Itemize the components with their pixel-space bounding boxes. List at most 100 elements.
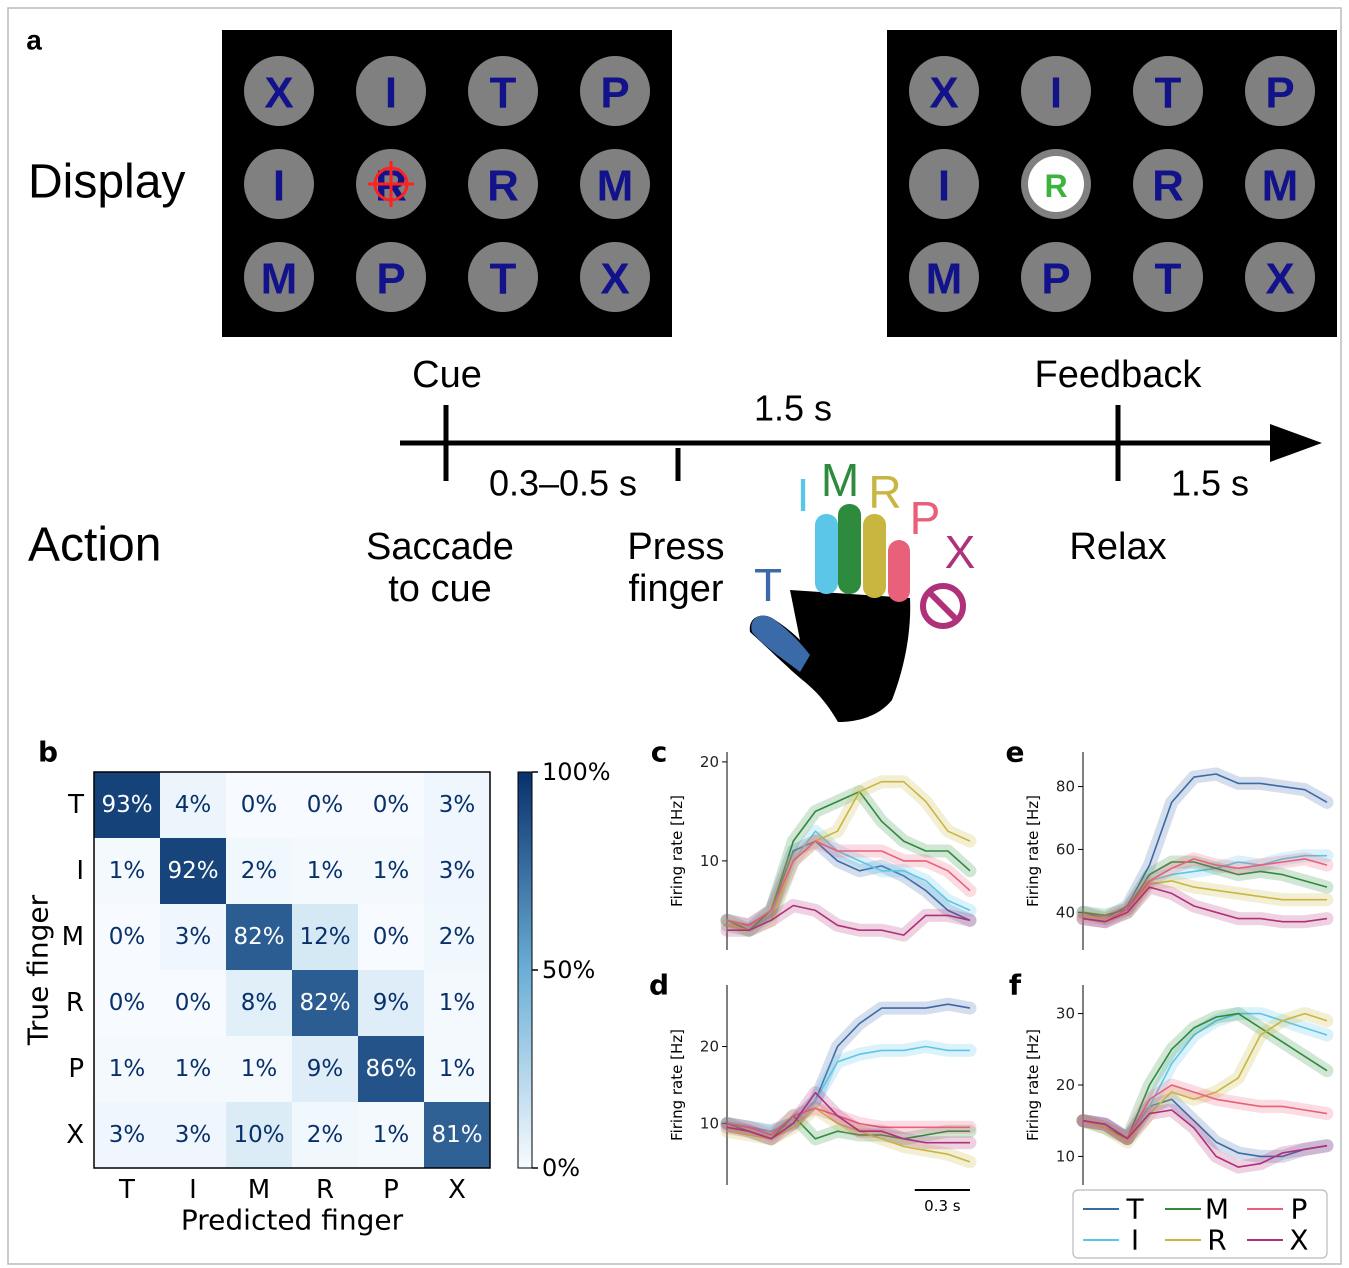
target-letter: X bbox=[1265, 255, 1294, 304]
finger-letter: T bbox=[754, 559, 782, 611]
legend-label: X bbox=[1289, 1224, 1308, 1257]
legend-label: T bbox=[1125, 1193, 1144, 1226]
target-letter: I bbox=[938, 162, 950, 211]
scale-bar-label: 0.3 s bbox=[924, 1197, 961, 1215]
row-label: Action bbox=[28, 519, 161, 572]
y-axis-label: Firing rate [Hz] bbox=[668, 1029, 686, 1141]
cell-label: 0% bbox=[307, 792, 344, 818]
cell-label: 0% bbox=[109, 924, 146, 950]
cell-label: 0% bbox=[175, 990, 212, 1016]
target-letter: T bbox=[490, 69, 517, 118]
cell-label: 86% bbox=[365, 1056, 416, 1082]
colorbar-tick-label: 50% bbox=[542, 956, 595, 984]
target-letter: R bbox=[487, 162, 519, 211]
target-letter: M bbox=[1262, 162, 1299, 211]
duration-label: 1.5 s bbox=[1171, 463, 1249, 504]
target-letter: T bbox=[1155, 255, 1182, 304]
legend-label: I bbox=[1131, 1224, 1139, 1257]
action-label: Press bbox=[627, 526, 724, 568]
cell-label: 0% bbox=[109, 990, 146, 1016]
finger-letter: I bbox=[797, 469, 810, 521]
target-letter: I bbox=[385, 69, 397, 118]
target-letter: R bbox=[1044, 168, 1067, 204]
y-tick-label: R bbox=[66, 988, 84, 1018]
event-label: Feedback bbox=[1035, 354, 1203, 396]
cell-label: 2% bbox=[241, 858, 278, 884]
cell-label: 1% bbox=[109, 1056, 146, 1082]
target-letter: P bbox=[1265, 69, 1294, 118]
cell-label: 3% bbox=[439, 792, 476, 818]
legend-label: R bbox=[1207, 1224, 1226, 1257]
panel-label: b bbox=[38, 736, 58, 769]
cell-label: 0% bbox=[373, 924, 410, 950]
cell-label: 1% bbox=[373, 858, 410, 884]
panel-label: f bbox=[1009, 969, 1022, 1002]
target-letter: X bbox=[264, 69, 293, 118]
cell-label: 1% bbox=[241, 1056, 278, 1082]
y-tick-label: X bbox=[66, 1120, 84, 1150]
target-letter: M bbox=[261, 255, 298, 304]
target-letter: X bbox=[600, 255, 629, 304]
y-tick-label: I bbox=[76, 856, 84, 886]
cell-label: 2% bbox=[307, 1122, 344, 1148]
action-label: Saccade bbox=[366, 526, 514, 568]
cell-label: 0% bbox=[373, 792, 410, 818]
y-tick-label: 20 bbox=[1056, 1076, 1075, 1094]
duration-label: 0.3–0.5 s bbox=[489, 463, 637, 504]
row-label: Display bbox=[28, 156, 185, 209]
x-tick-label: X bbox=[448, 1175, 466, 1205]
y-tick-label: 80 bbox=[1056, 778, 1075, 796]
cell-label: 2% bbox=[439, 924, 476, 950]
cell-label: 93% bbox=[101, 792, 152, 818]
x-axis-label: Predicted finger bbox=[181, 1204, 404, 1237]
action-label: Relax bbox=[1069, 526, 1166, 568]
x-tick-label: M bbox=[248, 1175, 270, 1205]
cell-label: 1% bbox=[109, 858, 146, 884]
cell-label: 10% bbox=[233, 1122, 284, 1148]
cell-label: 3% bbox=[175, 1122, 212, 1148]
target-letter: P bbox=[600, 69, 629, 118]
cell-label: 3% bbox=[109, 1122, 146, 1148]
target-letter: M bbox=[926, 255, 963, 304]
y-tick-label: 10 bbox=[700, 852, 719, 870]
x-tick-label: I bbox=[189, 1175, 197, 1205]
y-tick-label: M bbox=[62, 922, 84, 952]
colorbar-tick-label: 100% bbox=[542, 758, 611, 786]
colorbar-tick-label: 0% bbox=[542, 1154, 580, 1182]
x-tick-label: P bbox=[383, 1175, 399, 1205]
target-letter: X bbox=[929, 69, 958, 118]
y-axis-label: Firing rate [Hz] bbox=[668, 795, 686, 907]
target-letter: R bbox=[1152, 162, 1184, 211]
y-tick-label: 30 bbox=[1056, 1005, 1075, 1023]
target-letter: P bbox=[1041, 255, 1070, 304]
cell-label: 1% bbox=[307, 858, 344, 884]
middle-finger bbox=[838, 504, 861, 594]
cell-label: 3% bbox=[439, 858, 476, 884]
target-letter: I bbox=[273, 162, 285, 211]
y-tick-label: 20 bbox=[700, 753, 719, 771]
cell-label: 81% bbox=[431, 1122, 482, 1148]
panel-label: c bbox=[651, 736, 668, 769]
cell-label: 1% bbox=[439, 990, 476, 1016]
cell-label: 9% bbox=[307, 1056, 344, 1082]
cell-label: 1% bbox=[175, 1056, 212, 1082]
panel-label: e bbox=[1006, 736, 1025, 769]
cell-label: 92% bbox=[167, 858, 218, 884]
y-tick-label: 40 bbox=[1056, 903, 1075, 921]
y-tick-label: 10 bbox=[700, 1114, 719, 1132]
y-tick-label: 10 bbox=[1056, 1147, 1075, 1165]
target-letter: T bbox=[1155, 69, 1182, 118]
index-finger bbox=[815, 514, 838, 594]
y-axis-label: Firing rate [Hz] bbox=[1024, 795, 1042, 907]
action-label: finger bbox=[628, 568, 723, 610]
panel-label: d bbox=[649, 969, 669, 1002]
finger-letter: X bbox=[945, 526, 976, 578]
target-letter: M bbox=[597, 162, 634, 211]
y-tick-label: P bbox=[68, 1054, 84, 1084]
y-axis-label: True finger bbox=[22, 894, 55, 1046]
duration-label: 1.5 s bbox=[754, 388, 832, 429]
y-tick-label: 60 bbox=[1056, 840, 1075, 858]
y-tick-label: 20 bbox=[700, 1038, 719, 1056]
target-letter: I bbox=[1050, 69, 1062, 118]
cell-label: 8% bbox=[241, 990, 278, 1016]
